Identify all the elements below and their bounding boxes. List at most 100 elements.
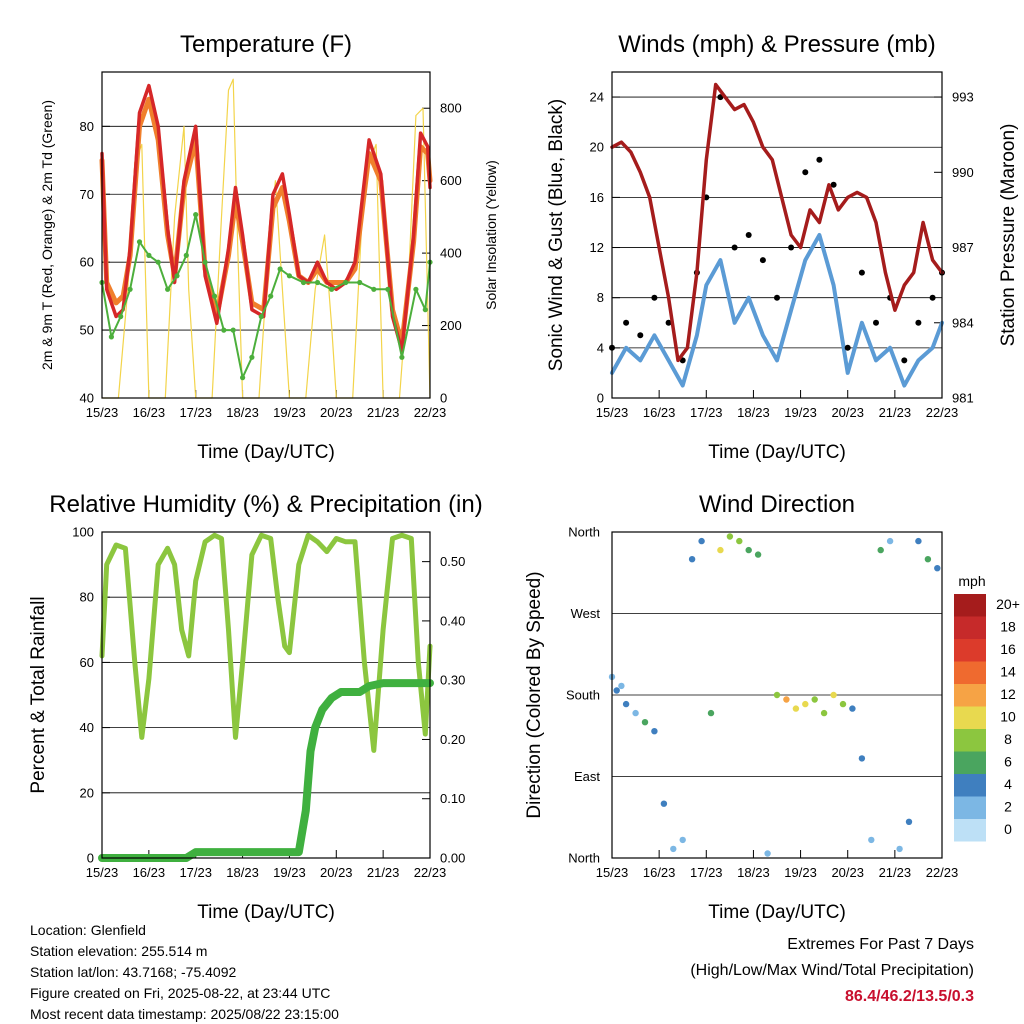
series-point-gust <box>759 257 766 264</box>
y-tick-label: 80 <box>80 590 94 605</box>
series-point-gust <box>731 244 738 251</box>
x-tick-label: 15/23 <box>596 865 629 880</box>
series-point-direction <box>811 696 818 703</box>
plot-frame <box>611 71 943 399</box>
x-tick-label: 18/23 <box>737 865 770 880</box>
x-tick-label: 18/23 <box>737 405 770 420</box>
y-tick-label: North <box>568 851 600 866</box>
y-tick-label: 100 <box>72 525 94 540</box>
y2-tick-label: 0.50 <box>440 554 465 569</box>
series-line-dewpoint <box>101 213 431 379</box>
y-tick-label: 60 <box>80 255 94 270</box>
x-tick-label: 19/23 <box>784 405 817 420</box>
series-point-direction <box>905 818 913 825</box>
x-tick-label: 16/23 <box>133 405 166 420</box>
x-tick-label: 22/23 <box>926 405 959 420</box>
y2-tick-label: 400 <box>440 246 462 261</box>
x-tick-label: 20/23 <box>320 865 353 880</box>
y2-tick-label: 0.00 <box>440 851 465 866</box>
colorbar-label: 8 <box>1004 731 1012 747</box>
x-tick-label: 17/23 <box>690 865 723 880</box>
series-point-direction <box>764 850 771 857</box>
x-tick-label: 20/23 <box>831 865 864 880</box>
series-point-direction <box>622 700 630 708</box>
x-tick-label: 21/23 <box>879 865 912 880</box>
series-point-direction <box>651 728 658 735</box>
info-created: Figure created on Fri, 2025-08-22, at 23… <box>30 985 331 1001</box>
y-tick-label: 80 <box>80 119 94 134</box>
x-tick-label: 22/23 <box>414 865 447 880</box>
series-point-gust <box>774 294 780 301</box>
y2-tick-label: 600 <box>440 173 462 188</box>
series-point-direction <box>698 537 705 545</box>
series-point-direction <box>618 682 625 690</box>
x-tick-label: 19/23 <box>273 865 306 880</box>
x-tick-label: 19/23 <box>273 405 306 420</box>
y2-tick-label: 0.30 <box>440 673 465 688</box>
extremes-values: 86.4/46.2/13.5/0.3 <box>845 988 974 1005</box>
series-point-gust <box>665 319 672 326</box>
x-tick-label: 20/23 <box>320 405 353 420</box>
y2-axis-label: Station Pressure (Maroon) <box>998 124 1019 347</box>
info-recent: Most recent data timestamp: 2025/08/22 2… <box>30 1006 339 1022</box>
y2-tick-label: 990 <box>952 165 974 180</box>
y2-tick-label: 0.10 <box>440 791 465 806</box>
y2-tick-label: 200 <box>440 318 462 333</box>
y-tick-label: 60 <box>80 655 94 670</box>
series-point-gust <box>915 319 922 326</box>
x-tick-label: 18/23 <box>226 865 259 880</box>
y-tick-label: 12 <box>590 240 604 255</box>
series-point-gust <box>745 232 752 238</box>
series-point-direction <box>745 546 752 554</box>
y-tick-label: 40 <box>80 720 94 735</box>
colorbar-unit: mph <box>958 573 985 589</box>
series-point-direction <box>773 691 781 699</box>
y-axis-label: Percent & Total Rainfall <box>28 596 49 793</box>
series-point-direction <box>820 709 828 717</box>
x-tick-label: 17/23 <box>179 405 212 420</box>
series-point-gust <box>651 294 658 301</box>
panel-humidity: Relative Humidity (%) & Precipitation (i… <box>28 491 483 923</box>
plot-frame <box>101 71 431 399</box>
series-point-direction <box>688 556 696 563</box>
y-tick-label: 4 <box>597 340 604 355</box>
panel-wind-direction: Wind Direction Time (Day/UTC) 15/23 16/23 17… <box>524 491 1020 923</box>
colorbar-swatch <box>954 819 986 842</box>
y2-tick-label: 0 <box>440 391 447 406</box>
panel-winds: Winds (mph) & Pressure (mb) Time (Day/UTC… <box>546 31 1019 463</box>
info-location: Location: Glenfield <box>30 922 146 938</box>
colorbar-label: 14 <box>1000 664 1016 680</box>
panel-title: Temperature (F) <box>180 31 352 58</box>
x-tick-label: 17/23 <box>179 865 212 880</box>
colorbar-swatch <box>954 774 986 797</box>
series-point-direction <box>717 546 724 554</box>
colorbar-swatch <box>954 796 986 819</box>
series-point-direction <box>736 537 743 545</box>
series-point-direction <box>783 696 790 703</box>
y2-tick-label: 981 <box>952 391 974 406</box>
colorbar-swatch <box>954 751 986 774</box>
y-tick-label: 50 <box>80 323 94 338</box>
colorbar-label: 16 <box>1000 641 1016 657</box>
x-axis-label: Time (Day/UTC) <box>708 902 846 923</box>
plot-frame <box>101 531 431 859</box>
y-tick-label: 0 <box>87 851 94 866</box>
series-point-direction <box>868 836 875 844</box>
series-point-direction <box>754 551 762 558</box>
x-axis-label: Time (Day/UTC) <box>197 442 335 463</box>
series-point-direction <box>802 700 809 708</box>
y-tick-label: South <box>566 688 600 703</box>
y-axis-label: Direction (Colored By Speed) <box>524 571 545 818</box>
colorbar-label: 4 <box>1004 776 1012 792</box>
series-line-pressure <box>610 82 944 363</box>
x-tick-label: 21/23 <box>367 405 400 420</box>
x-tick-label: 15/23 <box>86 865 119 880</box>
y-tick-label: 0 <box>597 391 604 406</box>
x-tick-label: 22/23 <box>926 865 959 880</box>
y2-tick-label: 800 <box>440 101 462 116</box>
colorbar-label: 12 <box>1000 686 1016 702</box>
series-point-direction <box>886 537 894 545</box>
x-tick-label: 17/23 <box>690 405 723 420</box>
colorbar-swatch <box>954 594 986 617</box>
x-tick-label: 16/23 <box>133 865 166 880</box>
